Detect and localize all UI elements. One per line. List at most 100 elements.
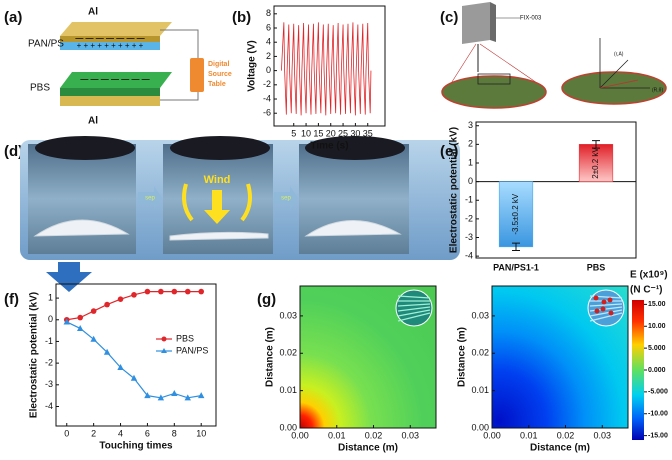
y-tick-label: -3 [45,379,53,389]
x-tick-label: 20 [326,128,336,138]
y-tick-label: -4 [45,401,53,411]
colorbar [632,300,644,440]
data-point [103,348,111,355]
wind-label: Wind [204,174,231,186]
data-point [117,363,124,370]
data-point [90,335,97,342]
charge-signs: + + + + + + + + + + [77,41,144,50]
y-tick-label: 0 [266,65,271,75]
measurement-diagram [441,2,667,109]
data-point [198,392,205,399]
y-tick-label: 0.02 [471,348,489,358]
device-label: FIX-003 [520,16,542,22]
x-axis-title: Distance (m) [530,443,590,454]
y-tick-label: 2 [468,139,473,149]
x-tick-label: 0.02 [557,430,575,440]
y-axis-title: Electrostatic potential (kV) [29,292,40,418]
y-tick-label: 0 [468,176,473,186]
charge-signs: — — — — — — — [80,75,149,84]
y-tick-label: 0.02 [279,348,297,358]
colorbar-tick-label: -15.00 [648,432,668,439]
point-label: (r,A) [614,51,624,57]
legend-label: PBS [176,333,194,343]
electrode-label: Al [88,116,98,127]
x-tick-label: 15 [313,128,323,138]
x-tick-label: 35 [363,128,373,138]
error-bar [512,242,520,252]
x-tick-label: PBS [587,262,606,272]
x-tick-label: 6 [145,428,150,438]
legend-label: PAN/PS [176,345,208,355]
y-tick-label: 0.01 [279,385,297,395]
plot-frame [475,121,637,259]
colorbar-tick-label: 5.000 [648,345,666,352]
instrument-label: Source [208,71,232,78]
data-point [184,394,191,401]
y-tick-label: 0.03 [279,310,297,320]
y-tick-label: 0.00 [471,422,489,432]
fiber [589,312,623,322]
data-point [171,389,178,396]
data-line [281,22,372,116]
colorbar-unit: (N C⁻¹) [630,285,663,296]
x-tick-label: 0.02 [365,430,383,440]
y-tick-label: -6 [263,108,271,118]
y-tick-label: 8 [266,8,271,18]
x-tick-label: 0 [64,428,69,438]
error-bar [592,140,600,149]
x-tick-label: 25 [338,128,348,138]
x-tick-label: PAN/PS1-1 [493,262,539,272]
electrode-label: Al [88,7,98,18]
y-axis-title: Distance (m) [457,327,468,387]
colorbar-tick-label: 10.00 [648,323,666,330]
x-axis-title: Time (s) [310,141,348,152]
panel-label: (b) [232,9,251,26]
panel-label: (e) [440,143,458,160]
y-tick-label: -4 [465,251,473,261]
y-tick-label: 2 [266,51,271,61]
y-tick-label: 0.01 [471,385,489,395]
particle [601,299,607,305]
y-tick-label: -2 [263,79,271,89]
panel-label: (f) [4,291,19,308]
data-point [130,374,138,381]
x-tick-label: 2 [91,428,96,438]
fiber-inset [395,289,433,327]
step-label: sep [145,196,155,202]
x-tick-label: 0.03 [594,430,612,440]
x-tick-label: 0.03 [402,430,420,440]
y-tick-label: -4 [263,93,271,103]
x-tick-label: 4 [118,428,123,438]
x-axis-title: Touching times [99,441,173,452]
layer-label: PAN/PS [28,39,64,50]
x-tick-label: 0.01 [520,430,538,440]
plot-frame [273,5,386,127]
plot-frame [55,283,217,427]
data-point [144,288,151,295]
wind-photos [20,136,460,292]
data-point [158,288,164,295]
data-point [131,292,137,298]
instrument-label: Digital [208,61,229,68]
data-point [117,296,124,302]
particle [593,295,599,301]
fiber [589,309,623,317]
panel-label: (d) [4,143,23,160]
x-tick-label: 0.01 [328,430,346,440]
data-point [63,318,70,325]
particle [608,310,614,316]
y-tick-label: -1 [465,195,473,205]
y-tick-label: 6 [266,22,271,32]
colorbar-tick-label: -10.00 [648,411,668,418]
x-tick-label: 8 [172,428,177,438]
step-label: sep [281,196,291,202]
data-point [184,288,191,295]
y-tick-label: -2 [465,213,473,223]
y-tick-label: 0 [48,314,53,324]
colorbar-tick-label: -5.000 [648,389,668,396]
x-tick-label: 0.00 [483,430,501,440]
y-tick-label: 0.00 [279,422,297,432]
x-tick-label: 30 [350,128,360,138]
x-tick-label: 10 [301,128,311,138]
